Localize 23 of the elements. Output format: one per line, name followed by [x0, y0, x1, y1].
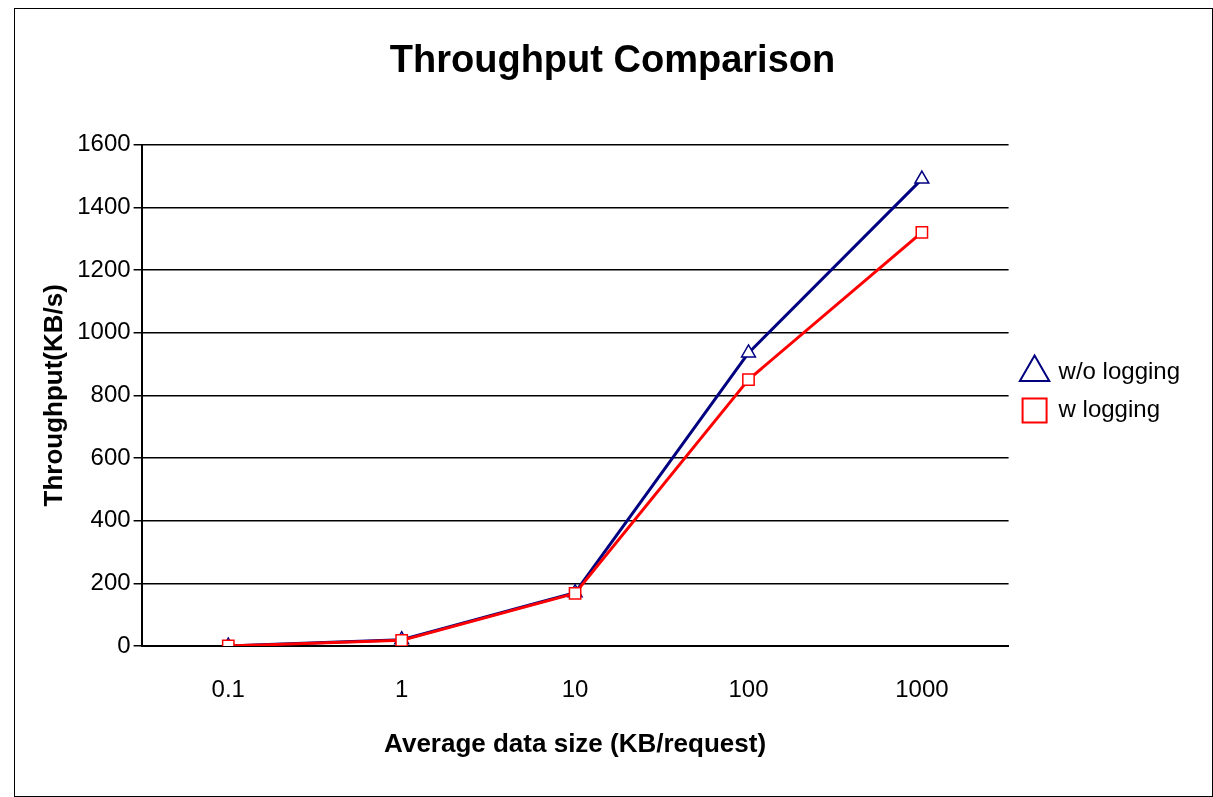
legend-label: w/o logging [1057, 357, 1180, 385]
point [742, 373, 755, 387]
y-tick-label: 0 [117, 630, 131, 658]
y-tick-label: 600 [90, 442, 131, 470]
y-tick-label: 1600 [77, 129, 131, 157]
x-axis-title: Average data size (KB/request) [384, 727, 767, 758]
y-tick-label: 200 [90, 567, 131, 595]
y-tick-label: 800 [90, 379, 131, 407]
x-tick-label: 0.1 [211, 675, 245, 703]
x-tick-label: 1000 [895, 675, 949, 703]
point [915, 225, 929, 239]
x-tick-label: 1 [395, 675, 409, 703]
y-tick-label: 1400 [77, 191, 131, 219]
y-tick-label: 400 [90, 505, 131, 533]
point [914, 170, 930, 184]
point [740, 344, 757, 358]
y-tick-label: 1200 [77, 254, 131, 282]
chart-title: Throughput Comparison [389, 38, 836, 81]
y-axis-title: Throughput(KB/s) [37, 284, 68, 507]
x-tick-label: 100 [728, 675, 769, 703]
x-tick-label: 10 [561, 675, 589, 703]
legend-label: w logging [1057, 395, 1160, 423]
y-tick-label: 1000 [77, 317, 131, 345]
